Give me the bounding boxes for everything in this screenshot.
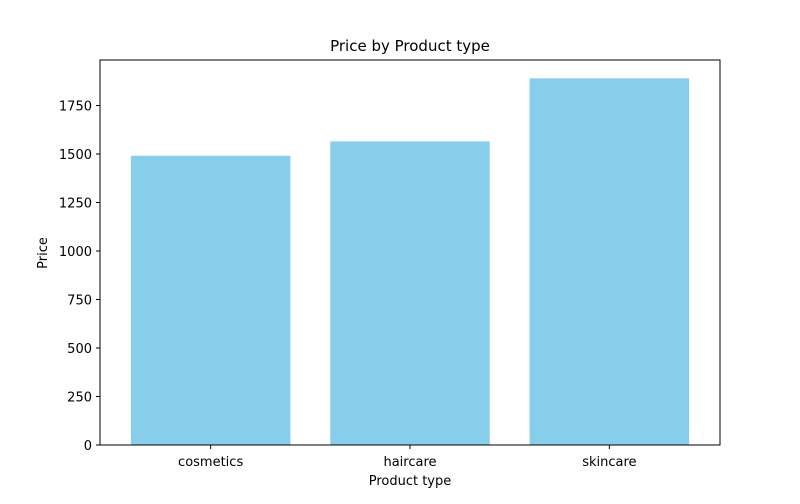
x-axis-label: Product type	[369, 474, 452, 489]
y-tick-label-500: 500	[67, 342, 92, 357]
bar-haircare	[330, 141, 490, 446]
bar-cosmetics	[130, 155, 291, 446]
y-tick-label-1500: 1500	[59, 148, 92, 163]
x-tick-label-skincare: skincare	[582, 455, 636, 470]
y-tick-label-1750: 1750	[59, 99, 92, 114]
y-axis-label: Price	[36, 237, 51, 269]
y-tick-label-1000: 1000	[59, 245, 92, 260]
bars-layer	[130, 78, 690, 446]
y-tick-label-1250: 1250	[59, 196, 92, 211]
x-tick-label-cosmetics: cosmetics	[178, 455, 243, 470]
x-axis-ticks: cosmetics haircare skincare	[178, 445, 637, 470]
chart-title: Price by Product type	[330, 37, 490, 55]
x-tick-label-haircare: haircare	[383, 455, 436, 470]
bar-skincare	[529, 78, 690, 445]
y-tick-label-750: 750	[67, 293, 92, 308]
y-tick-label-250: 250	[67, 390, 92, 405]
plot-area-frame	[99, 59, 721, 446]
y-axis-ticks: 0 250 500 750 1000 1250 1500 1750	[59, 99, 100, 454]
y-tick-label-0: 0	[84, 439, 92, 454]
